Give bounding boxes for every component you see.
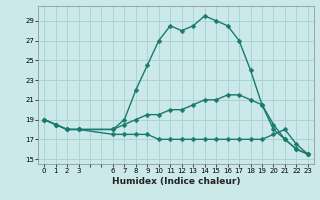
X-axis label: Humidex (Indice chaleur): Humidex (Indice chaleur) xyxy=(112,177,240,186)
